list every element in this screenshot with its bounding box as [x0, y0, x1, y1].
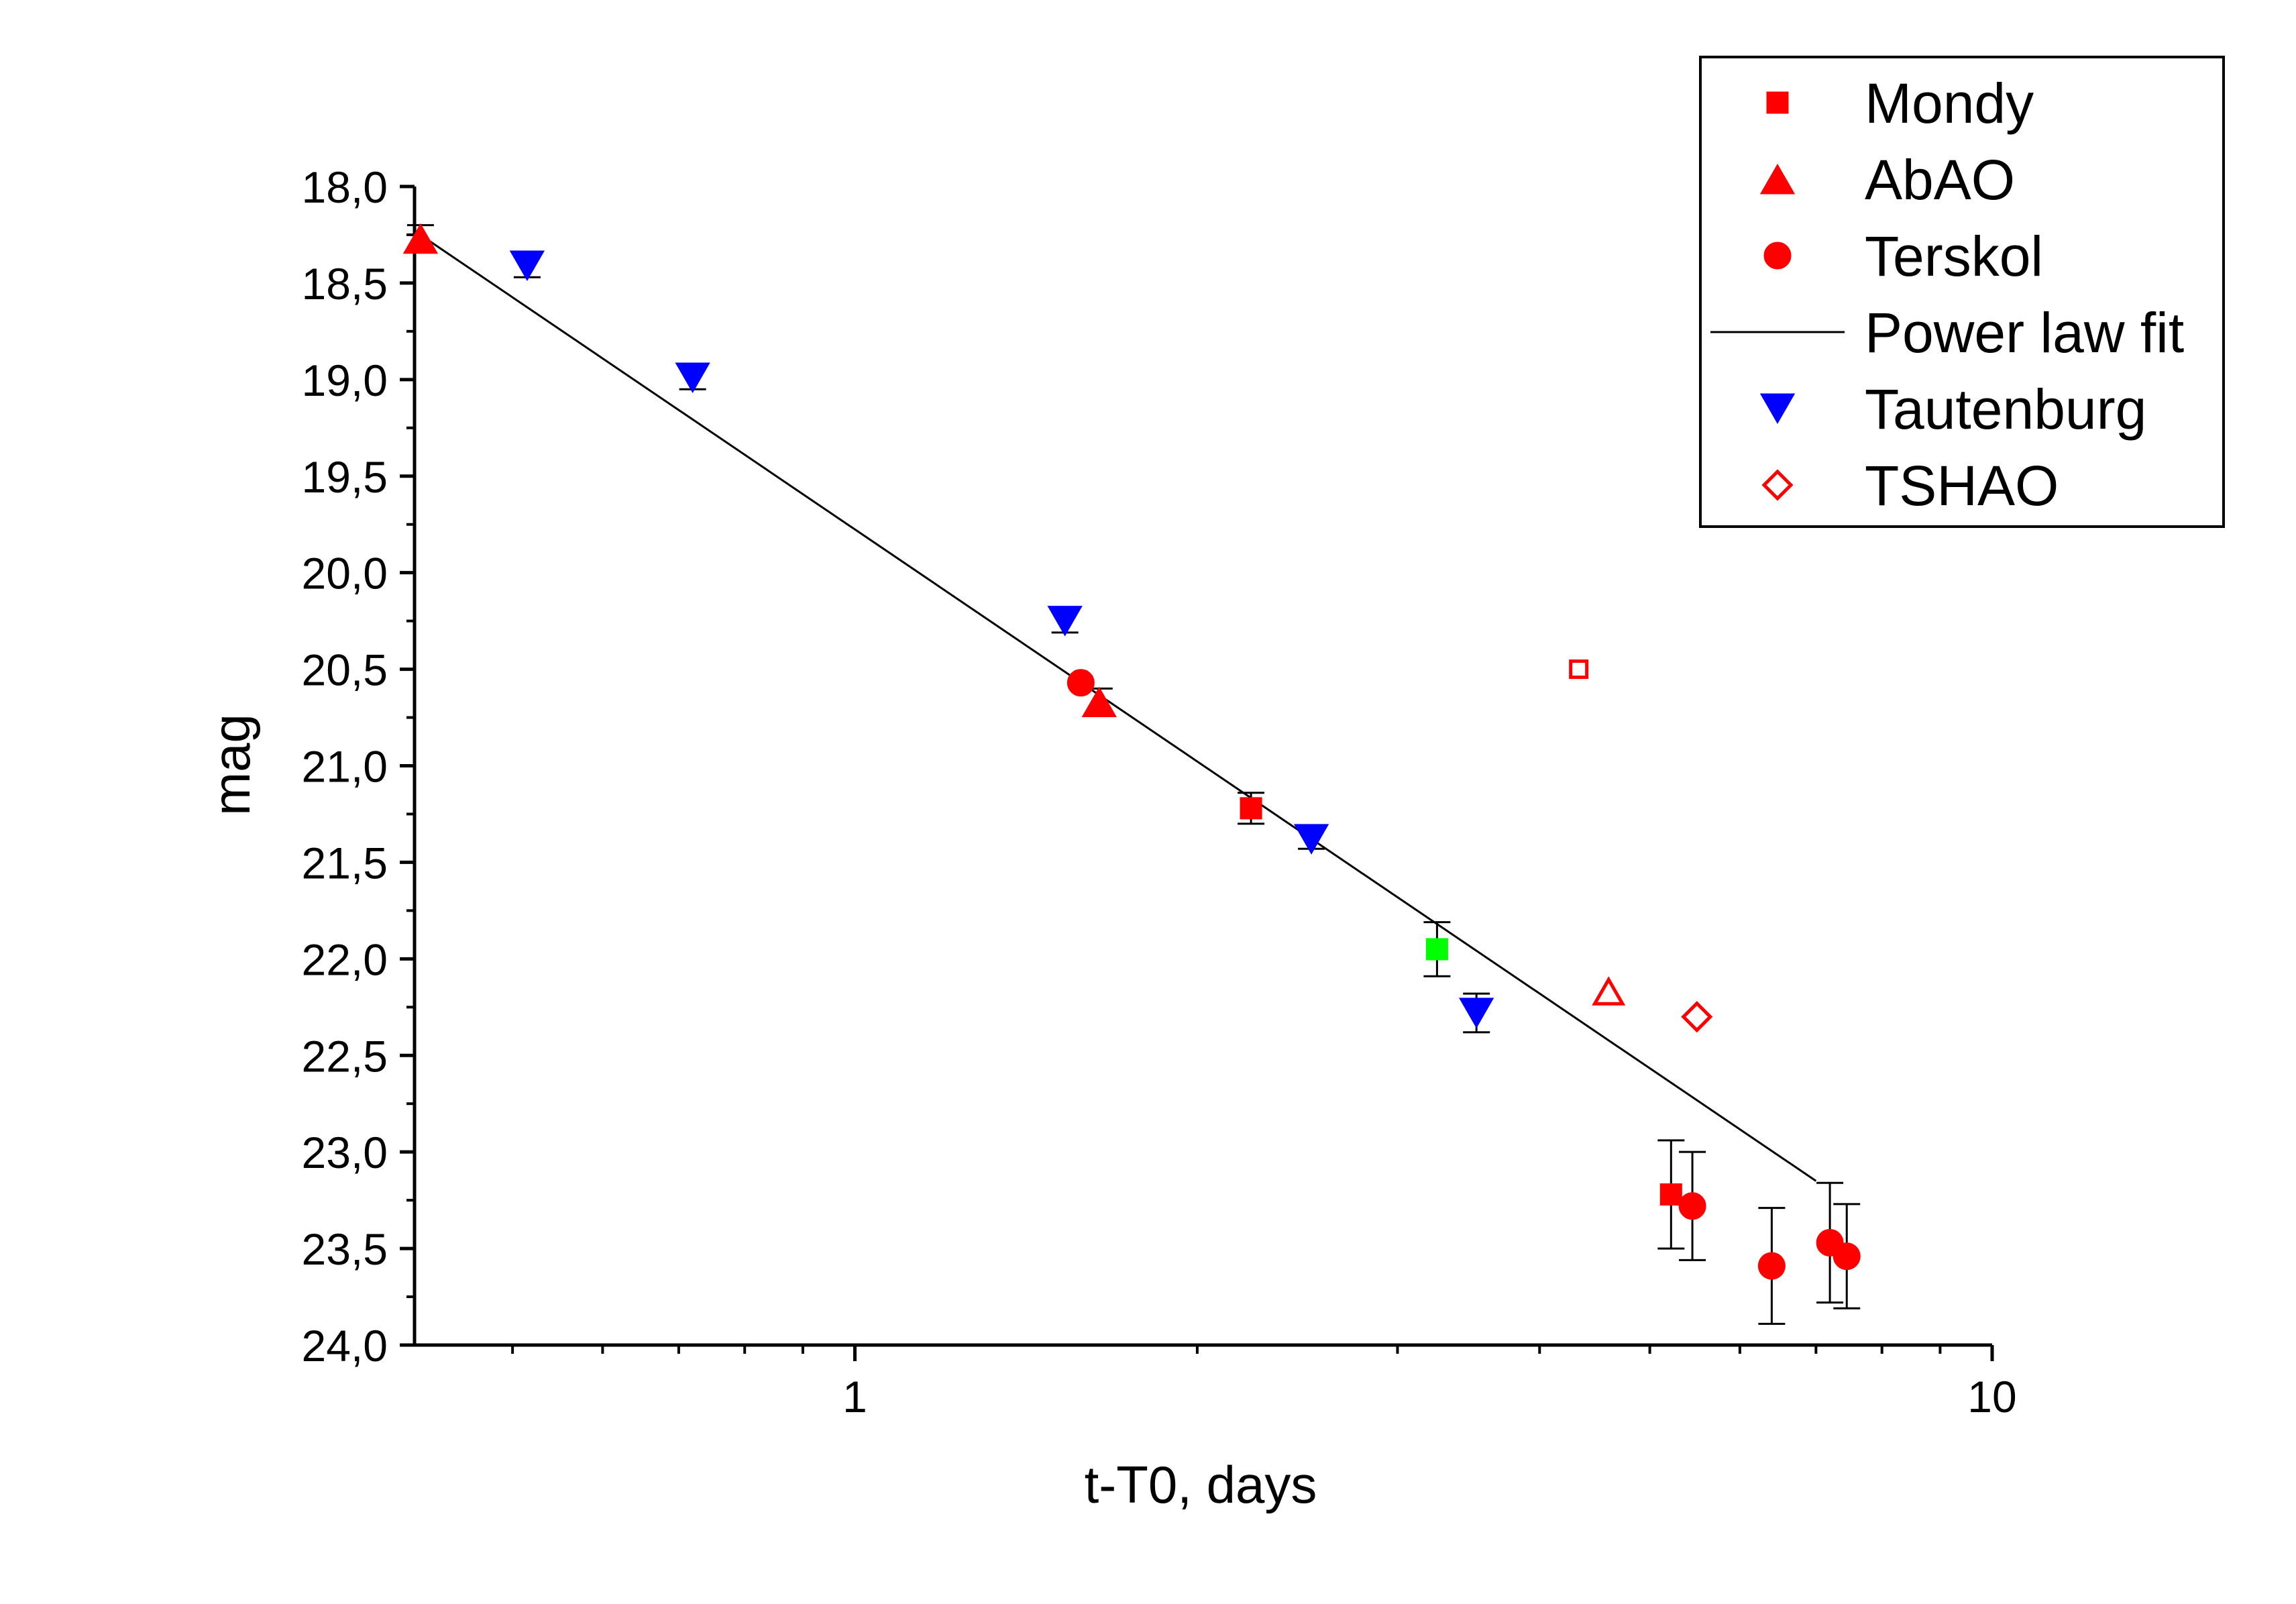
data-point — [1659, 1183, 1682, 1206]
y-tick-label: 18,0 — [302, 162, 388, 212]
data-point — [1833, 1242, 1861, 1271]
x-tick-label: 10 — [1967, 1372, 2016, 1422]
legend-label: Power law fit — [1865, 301, 2184, 364]
data-point — [1757, 1252, 1786, 1280]
data-point — [1425, 938, 1448, 961]
legend-box — [1699, 56, 2225, 528]
data-point — [1081, 686, 1117, 718]
y-tick-label: 21,0 — [302, 742, 388, 792]
legend-label: AbAO — [1865, 148, 2015, 211]
data-point — [1293, 824, 1329, 855]
legend-label: Tautenburg — [1865, 378, 2146, 441]
y-axis-label: mag — [202, 714, 261, 816]
y-tick-label: 19,0 — [302, 356, 388, 405]
legend-label: TSHAO — [1865, 454, 2059, 517]
legend: Mondy AbAO Terskol Power law fit Tautenburg T… — [1699, 56, 2225, 528]
y-tick-label: 21,5 — [302, 838, 388, 888]
legend-swatch — [1766, 91, 1789, 114]
data-point — [509, 250, 545, 282]
legend-label: Mondy — [1865, 72, 2034, 135]
legend-swatch — [1763, 242, 1792, 270]
data-point — [1067, 669, 1095, 697]
x-axis-label: t-T0, days — [1085, 1455, 1317, 1514]
legend-swatch — [1759, 393, 1796, 425]
data-point — [1592, 976, 1626, 1006]
y-tick-label: 24,0 — [302, 1321, 388, 1371]
data-point — [402, 223, 439, 254]
data-point — [1047, 606, 1083, 637]
y-tick-label: 19,5 — [302, 452, 388, 502]
legend-swatch — [1761, 469, 1794, 501]
data-points-layer — [402, 223, 1861, 1325]
data-point — [1678, 1192, 1706, 1220]
legend-swatch — [1759, 163, 1796, 195]
data-point — [1569, 659, 1589, 680]
data-point — [1681, 1001, 1713, 1033]
y-tick-label: 18,5 — [302, 259, 388, 309]
y-tick-label: 23,0 — [302, 1128, 388, 1177]
x-tick-label: 1 — [842, 1372, 867, 1422]
y-tick-label: 22,0 — [302, 934, 388, 984]
axes: 18,0 18,5 19,0 19,5 20,0 20,5 21,0 21,5 22,0 22,5… — [302, 162, 2017, 1422]
data-point — [1459, 998, 1494, 1028]
power-law-fit-layer — [414, 229, 1817, 1182]
data-point — [675, 362, 710, 393]
y-tick-label: 20,0 — [302, 549, 388, 598]
power-law-fit-line — [414, 229, 1817, 1182]
y-tick-label: 23,5 — [302, 1224, 388, 1274]
y-tick-label: 22,5 — [302, 1031, 388, 1081]
legend-label: Terskol — [1865, 225, 2043, 288]
y-tick-label: 20,5 — [302, 645, 388, 695]
data-point — [1240, 797, 1262, 820]
